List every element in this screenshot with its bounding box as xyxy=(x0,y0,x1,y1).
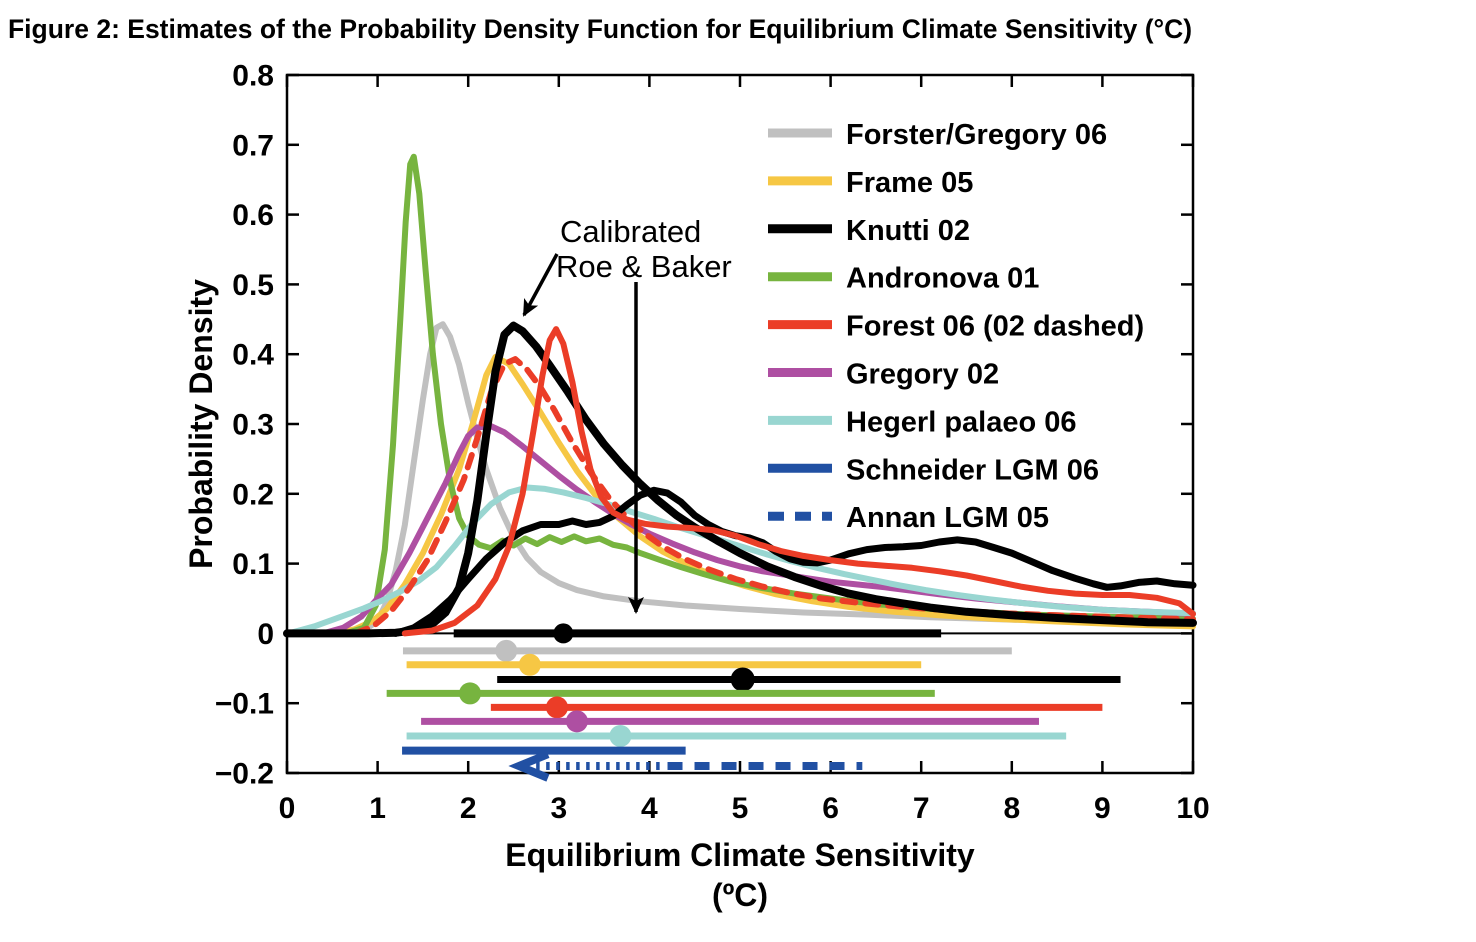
legend-item: Hegerl palaeo 06 xyxy=(768,406,1077,438)
legend-item: Andronova 01 xyxy=(768,263,1039,295)
median-dot-knutti-02 xyxy=(730,667,755,692)
annotation-line2: Roe & Baker xyxy=(556,249,732,284)
y-tick-label: 0.8 xyxy=(232,60,274,93)
legend-label: Forster/Gregory 06 xyxy=(846,119,1107,151)
legend-item: Knutti 02 xyxy=(768,215,970,247)
curve-forster-gregory-06 xyxy=(338,321,1196,637)
y-tick-label: 0.7 xyxy=(232,129,274,162)
y-axis-label: Probability Density xyxy=(183,279,219,569)
median-dot-andronova-01 xyxy=(459,682,482,705)
y-tick-label: 0.5 xyxy=(232,269,274,302)
legend-item: Forster/Gregory 06 xyxy=(768,119,1107,151)
x-tick-label: 0 xyxy=(279,792,296,825)
curve-frame-05 xyxy=(333,354,1196,637)
legend-label: Gregory 02 xyxy=(846,359,999,391)
y-tick-label: 0.6 xyxy=(232,199,274,232)
annotation-line1: Calibrated xyxy=(560,214,701,249)
y-tick-label: 0.4 xyxy=(232,339,274,372)
median-dot-frame-05 xyxy=(518,653,541,676)
x-tick-label: 8 xyxy=(1003,792,1020,825)
x-tick-label: 1 xyxy=(369,792,386,825)
y-tick-label: 0.2 xyxy=(232,478,274,511)
callout-annotation: Calibrated Roe & Baker xyxy=(522,214,732,614)
curve-calibrated-roe-baker xyxy=(283,321,1197,638)
legend-label: Knutti 02 xyxy=(846,215,970,247)
plot-area: 0 1 2 3 4 5 6 7 8 9 10 −0.2 −0.1 0 0.1 0.2 0.3 0.4 0.5 0.6 0… xyxy=(215,60,1210,826)
median-dot-forster-gregory-06 xyxy=(495,639,518,662)
legend-item: Gregory 02 xyxy=(768,359,999,391)
legend-item: Forest 06 (02 dashed) xyxy=(768,311,1144,343)
legend-item: Frame 05 xyxy=(768,167,973,199)
legend-item: Annan LGM 05 xyxy=(768,502,1049,534)
x-axis-label: Equilibrium Climate Sensitivity xyxy=(505,837,975,873)
legend-label: Annan LGM 05 xyxy=(846,502,1049,534)
curve-forest-06 xyxy=(401,326,1196,637)
y-tick-label: −0.2 xyxy=(215,758,274,791)
x-tick-label: 9 xyxy=(1094,792,1111,825)
legend-item: Schneider LGM 06 xyxy=(768,454,1099,486)
y-tick-label: 0 xyxy=(257,618,274,651)
median-dot-forest-06 xyxy=(545,696,568,719)
x-tick-label: 6 xyxy=(822,792,839,825)
median-dot-hegerl-palaeo-06 xyxy=(609,725,632,748)
legend-label: Andronova 01 xyxy=(846,263,1039,295)
legend-label: Hegerl palaeo 06 xyxy=(846,406,1077,438)
y-tick-label: −0.1 xyxy=(215,688,274,721)
x-tick-label: 2 xyxy=(460,792,477,825)
x-tick-label: 5 xyxy=(732,792,749,825)
x-tick-label: 4 xyxy=(641,792,658,825)
x-tick-label: 10 xyxy=(1176,792,1209,825)
curve-hegerl-palaeo-06 xyxy=(288,484,1196,636)
legend-label: Schneider LGM 06 xyxy=(846,454,1099,486)
annan-left-arrow-icon xyxy=(508,750,550,782)
x-axis-unit-label: (ºC) xyxy=(712,877,768,913)
x-tick-label: 7 xyxy=(913,792,930,825)
diagonal-arrow-icon xyxy=(522,253,559,317)
y-tick-label: 0.3 xyxy=(232,409,274,442)
legend-label: Frame 05 xyxy=(846,167,973,199)
legend-label: Forest 06 (02 dashed) xyxy=(846,311,1144,343)
median-dot-calibrated-roe-baker xyxy=(553,623,574,644)
y-tick-label: 0.1 xyxy=(232,548,274,581)
curve-forest-02-dashed xyxy=(351,356,1196,637)
figure-title: Figure 2: Estimates of the Probability D… xyxy=(8,14,1192,44)
x-tick-label: 3 xyxy=(550,792,567,825)
median-dot-gregory-02 xyxy=(565,710,588,733)
